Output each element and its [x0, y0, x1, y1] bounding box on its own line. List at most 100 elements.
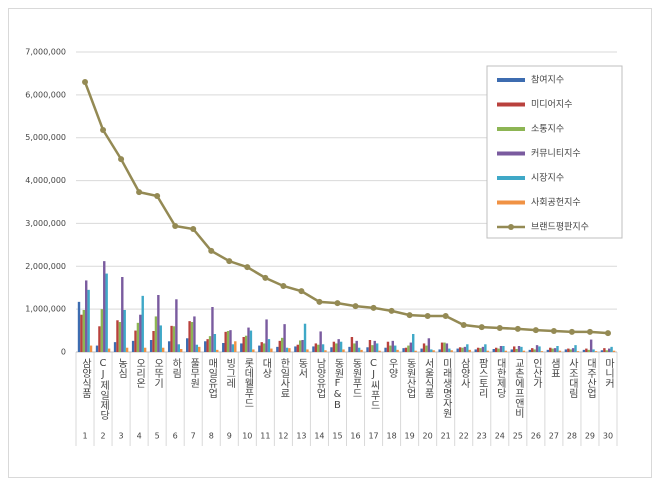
bar [585, 348, 588, 352]
line-marker [586, 328, 593, 335]
bar [556, 346, 559, 352]
line-marker [118, 156, 125, 163]
legend-swatch [497, 200, 525, 205]
line-marker [298, 288, 305, 295]
bar [342, 349, 345, 352]
bar [448, 348, 451, 352]
bar [425, 345, 428, 352]
bar [368, 340, 372, 352]
x-tick-label: 풀무원 [188, 358, 200, 388]
bar [404, 347, 408, 352]
bar [396, 349, 399, 352]
bar [267, 339, 271, 352]
bar [571, 348, 575, 352]
x-tick-label: 대주산업 [584, 358, 596, 398]
line-marker [190, 226, 197, 232]
bar [603, 348, 606, 352]
bar [553, 348, 557, 352]
line-marker [172, 223, 179, 229]
x-tick-label: 마니커 [602, 358, 614, 389]
legend-label: 소통지수 [531, 124, 564, 135]
bar [242, 337, 245, 352]
bar [389, 345, 392, 352]
x-tick-label: 동원푸드 [350, 358, 362, 398]
line-marker [208, 247, 215, 254]
bar [569, 349, 572, 352]
bar [136, 322, 140, 352]
bar [260, 342, 263, 352]
bar [172, 326, 176, 352]
bar [157, 295, 160, 352]
bar [208, 336, 212, 352]
bar [89, 345, 93, 352]
bar [494, 347, 498, 352]
category-number: 28 [567, 432, 577, 441]
bar [605, 350, 608, 352]
y-tick-label: 3,000,000 [25, 219, 66, 228]
bar [348, 346, 351, 352]
category-number: 26 [531, 432, 541, 441]
bar [252, 349, 255, 352]
line-marker [478, 324, 485, 331]
bar [82, 310, 86, 352]
bar [113, 342, 117, 352]
bar [474, 349, 477, 352]
category-number: 1 [82, 432, 87, 441]
bar [558, 350, 562, 352]
line-marker [442, 313, 449, 319]
bar [549, 347, 552, 352]
bar [206, 339, 209, 352]
bar [468, 349, 471, 352]
bar [337, 339, 340, 352]
bar [540, 351, 544, 352]
line-marker [424, 313, 431, 319]
line-marker [262, 274, 269, 281]
legend-label: 커뮤니티지수 [531, 148, 581, 159]
line-marker [532, 327, 539, 334]
bar [564, 349, 568, 352]
legend-label: 참여지수 [531, 74, 564, 86]
bar [513, 346, 516, 352]
bar [270, 348, 273, 352]
category-number: 13 [296, 432, 306, 441]
bar [587, 349, 590, 352]
bar [240, 343, 243, 352]
category-number: 11 [260, 432, 270, 441]
bar [100, 309, 104, 352]
category-number: 15 [332, 432, 342, 441]
bar [332, 341, 336, 352]
bar [105, 273, 108, 352]
bar [386, 341, 390, 352]
x-tick-label: 대상 [260, 358, 272, 378]
bar [306, 349, 309, 352]
bar [319, 331, 322, 352]
category-number: 17 [368, 432, 378, 441]
x-tick-label: 삼양식품 [80, 358, 92, 398]
category-number: 16 [350, 432, 360, 441]
bar [161, 347, 165, 352]
bar [427, 338, 431, 352]
bar [224, 331, 227, 352]
legend-label: 미디어지수 [531, 99, 572, 110]
x-tick-label: 샘표 [548, 358, 560, 378]
category-number: 7 [191, 432, 196, 441]
bar [438, 349, 441, 352]
legend-label: 사회공헌지수 [531, 197, 581, 208]
x-tick-label: 삼양사 [458, 358, 470, 389]
bar [312, 346, 315, 352]
bar [531, 348, 534, 352]
line-marker [244, 264, 251, 271]
bar [445, 343, 449, 352]
bar [321, 344, 325, 352]
bar [517, 346, 521, 352]
line-marker [388, 307, 395, 314]
bar [466, 344, 469, 352]
legend-swatch [497, 151, 525, 156]
bar [463, 346, 467, 352]
x-tick-label: 교촌에프앤비 [512, 358, 524, 419]
bar [610, 346, 613, 352]
bar [258, 345, 261, 352]
bar [391, 340, 394, 352]
x-tick-label: 대한제당 [494, 358, 506, 398]
bar [280, 337, 284, 352]
